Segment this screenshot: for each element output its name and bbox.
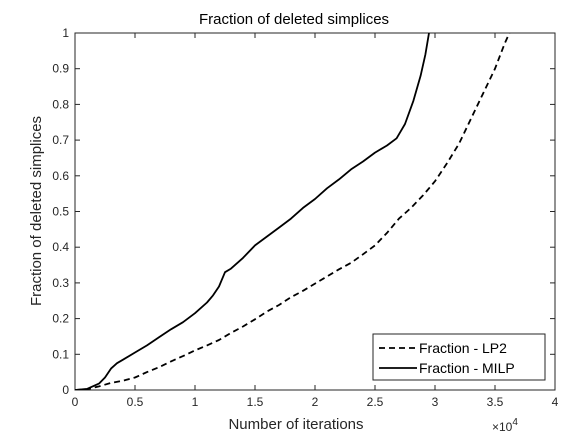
- x-tick-label: 2.5: [367, 395, 384, 409]
- y-tick-label: 0.6: [52, 169, 69, 183]
- chart-title: Fraction of deleted simplices: [199, 11, 389, 28]
- x-tick-label: 0: [72, 395, 79, 409]
- series-line-lp2: [75, 33, 511, 390]
- y-tick-label: 0.4: [52, 240, 69, 254]
- x-tick-label: 0.5: [127, 395, 144, 409]
- x-axis-label: Number of iterations: [228, 416, 363, 433]
- x-tick-label: 3.5: [487, 395, 504, 409]
- legend-label: Fraction - MILP: [419, 360, 515, 376]
- y-tick-label: 0.7: [52, 133, 69, 147]
- plot-area: 0 0.5 1 1.5 2 2.5 3 3.5 4 0 0.1 0.2 0.3 0.4 0.5 0.6 0.7 0…: [52, 26, 558, 409]
- y-axis-label: Fraction of deleted simplices: [28, 116, 45, 306]
- legend-label: Fraction - LP2: [419, 340, 507, 356]
- y-tick-label: 0.3: [52, 276, 69, 290]
- x-multiplier-exponent: 4: [512, 417, 518, 428]
- x-tick-label: 2: [312, 395, 319, 409]
- x-tick-label: 3: [432, 395, 439, 409]
- y-tick-label: 0.1: [52, 347, 69, 361]
- y-tick-label: 0: [62, 383, 69, 397]
- y-tick-label: 0.5: [52, 205, 69, 219]
- x-tick-label: 4: [552, 395, 559, 409]
- x-multiplier-base: ×10: [492, 420, 513, 434]
- x-tick-label: 1: [192, 395, 199, 409]
- y-tick-label: 0.8: [52, 97, 69, 111]
- x-multiplier: ×104: [492, 417, 518, 434]
- y-tick-label: 0.2: [52, 312, 69, 326]
- x-tick-label: 1.5: [247, 395, 264, 409]
- legend-box: [372, 333, 546, 381]
- y-tick-label: 0.9: [52, 62, 69, 76]
- series-line-milp: [75, 33, 430, 390]
- y-tick-label: 1: [62, 26, 69, 40]
